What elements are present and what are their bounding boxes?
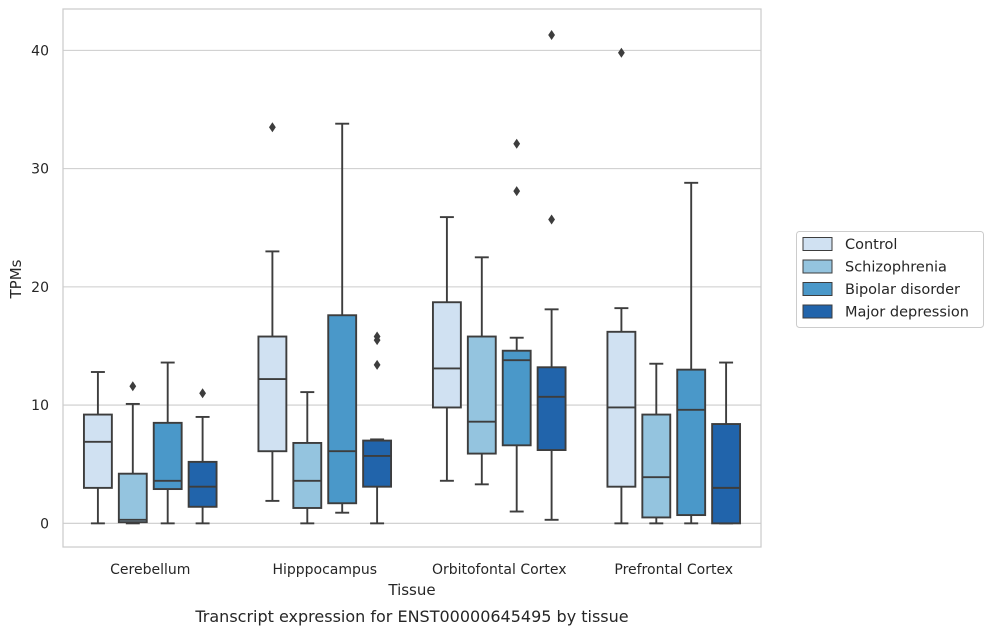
y-tick-label: 0 (40, 516, 49, 532)
box (292, 391, 323, 525)
x-tick-label: Orbitofontal Cortex (432, 562, 567, 578)
y-tick-label: 10 (31, 398, 49, 414)
legend-frame (796, 231, 984, 328)
box-body (711, 423, 742, 525)
x-tick-label: Cerebellum (110, 562, 190, 578)
series-major-depression (187, 30, 742, 525)
gridlines (63, 49, 761, 524)
box-body (676, 368, 707, 517)
box-body (327, 314, 358, 505)
box (641, 362, 672, 525)
series-schizophrenia (117, 256, 672, 525)
outlier-point (373, 335, 381, 346)
outlier-point (513, 138, 521, 149)
box-body (362, 439, 393, 488)
box (431, 216, 462, 482)
box-body (257, 335, 288, 453)
box (187, 388, 218, 525)
box (152, 361, 183, 525)
legend-label: Bipolar disorder (845, 282, 960, 298)
box-body (606, 330, 637, 488)
box-body (431, 301, 462, 409)
box (606, 47, 637, 525)
box-body (292, 441, 323, 509)
box-body (641, 413, 672, 519)
box (82, 371, 113, 525)
box-body (82, 413, 113, 489)
legend: Control Schizophrenia Bipolar disorder Majo… (796, 231, 984, 328)
outlier-point (199, 388, 206, 399)
outlier-point (618, 47, 625, 58)
x-tick-label: Prefrontal Cortex (614, 562, 733, 578)
legend-swatch (802, 304, 833, 319)
outlier-point (548, 214, 555, 225)
box (676, 181, 707, 525)
box-plot-marks (82, 30, 742, 525)
y-axis-ticks: 0 10 20 30 40 (31, 43, 49, 532)
outlier-point (548, 30, 555, 41)
chart-caption: Transcript expression for ENST0000064549… (194, 607, 628, 626)
legend-swatch (802, 282, 833, 296)
series-control (82, 47, 637, 525)
y-tick-label: 30 (31, 162, 49, 178)
box (711, 361, 742, 525)
box (117, 381, 148, 525)
outlier-point (269, 122, 276, 133)
box-body (501, 349, 532, 447)
box-body (466, 335, 497, 455)
outlier-point (373, 359, 381, 370)
outlier-point (129, 381, 137, 392)
legend-label: Control (845, 237, 897, 253)
box-body (187, 460, 218, 508)
box-body (536, 366, 567, 451)
box (501, 138, 532, 513)
y-tick-label: 40 (31, 43, 49, 59)
box-body (152, 421, 183, 491)
legend-swatch (802, 237, 833, 251)
box (536, 30, 567, 521)
box (466, 256, 497, 486)
legend-label: Schizophrenia (845, 260, 947, 276)
y-axis-label: TPMs (7, 259, 25, 299)
box (257, 122, 288, 502)
x-axis-label: Tissue (387, 581, 435, 599)
outlier-point (513, 186, 521, 197)
x-axis-ticks: Cerebellum Hipppocampus Orbitofontal Corte… (110, 562, 733, 578)
series-bipolar-disorder (152, 122, 707, 525)
box-body (117, 472, 148, 524)
y-tick-label: 20 (31, 280, 49, 296)
box (362, 331, 393, 525)
legend-swatch (802, 259, 833, 274)
legend-label: Major depression (845, 305, 969, 321)
x-tick-label: Hipppocampus (272, 562, 377, 578)
box (327, 122, 358, 514)
plot-frame (62, 8, 762, 548)
